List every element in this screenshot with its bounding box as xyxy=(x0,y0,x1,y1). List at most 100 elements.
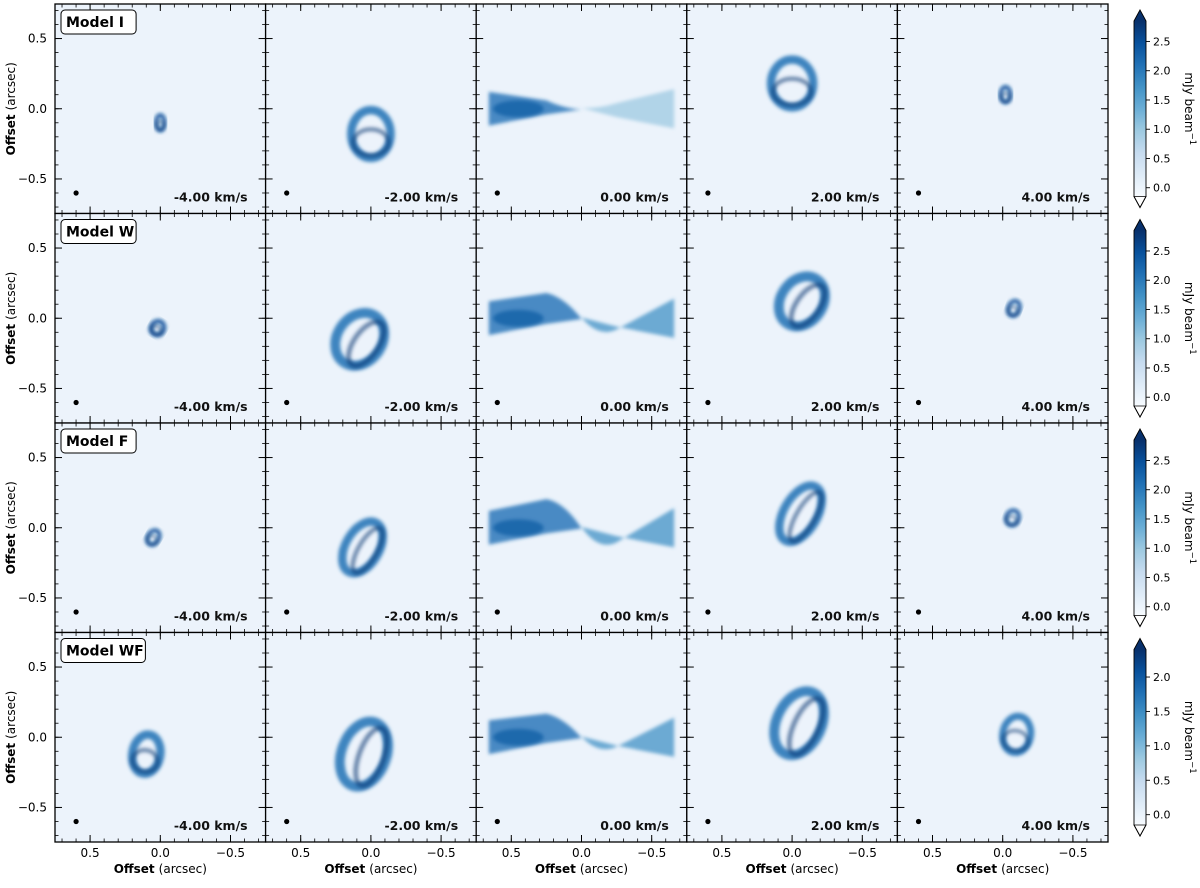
x-axis-label-unit: (arcsec) xyxy=(1001,862,1049,876)
panel-background xyxy=(55,4,266,214)
y-axis-label: Offset (arcsec) xyxy=(4,481,18,574)
colorbar-tick-label: 0.5 xyxy=(1153,362,1171,375)
x-tick-label: 0.0 xyxy=(361,846,380,860)
colorbar-tick-label: 1.5 xyxy=(1153,513,1171,526)
x-axis-label-bold: Offset xyxy=(956,862,997,876)
beam-marker xyxy=(494,399,500,406)
beam-marker xyxy=(494,190,500,196)
emission-ring-core xyxy=(1004,514,1019,526)
colorbar-tick-label: 1.0 xyxy=(1153,123,1171,136)
x-axis-label: Offset (arcsec) xyxy=(535,862,628,876)
model-label-box xyxy=(60,638,146,663)
y-tick-label: 0.0 xyxy=(28,311,47,325)
channel-panel: -2.00 km/s xyxy=(264,422,477,634)
panel-background xyxy=(55,213,266,423)
colorbar-tick-label: 0.5 xyxy=(1153,152,1171,165)
beam-marker xyxy=(284,190,290,196)
beam-marker xyxy=(494,609,500,615)
channel-panel: 2.00 km/s xyxy=(686,3,899,215)
channel-panel: -2.00 km/s xyxy=(264,3,477,215)
x-axis-label-unit: (arcsec) xyxy=(159,862,207,876)
emission-core-left xyxy=(493,519,544,537)
velocity-label: 0.00 km/s xyxy=(600,190,669,205)
emission-lobe-right xyxy=(581,89,675,129)
colorbar-tick-label: 1.0 xyxy=(1153,740,1171,753)
y-tick-label: 0.5 xyxy=(28,660,47,674)
colorbar: 0.0 0.5 1.0 1.5 2.0 2.5 mJy beam−1 xyxy=(1133,218,1197,418)
velocity-label: -4.00 km/s xyxy=(174,399,248,414)
colorbar-extend-min xyxy=(1133,405,1147,418)
channel-panel: 2.00 km/s xyxy=(686,212,899,424)
colorbar-tick-label: 0.0 xyxy=(1153,601,1171,614)
channel-panel: -4.00 km/s Model W 0.5 0.0 −0.5 xyxy=(18,212,267,424)
colorbar-extend-max xyxy=(1134,638,1146,650)
colorbar-tick-label: 0.0 xyxy=(1153,182,1171,195)
emission-ring-core xyxy=(130,747,160,774)
model-label: Model WF xyxy=(66,644,144,660)
emission-ring-core xyxy=(788,282,828,329)
beam-marker xyxy=(705,818,711,825)
x-tick-label: −0.5 xyxy=(216,846,245,860)
colorbar-tick-label: 2.5 xyxy=(1153,454,1171,467)
colorbar-label: mJy beam−1 xyxy=(1182,701,1197,774)
y-axis-label: Offset (arcsec) xyxy=(4,691,18,784)
y-axis-label-bold: Offset xyxy=(4,114,18,155)
emission-ring-core xyxy=(351,127,391,158)
channel-panel: 0.00 km/s xyxy=(475,212,688,424)
velocity-label: -4.00 km/s xyxy=(174,190,248,205)
colorbar-body xyxy=(1134,440,1146,616)
colorbar-body xyxy=(1134,649,1146,825)
emission-map xyxy=(330,308,390,371)
model-label: Model W xyxy=(66,225,134,241)
emission-core-left xyxy=(493,100,544,118)
x-tick-label: 0.5 xyxy=(712,846,731,860)
emission-ring xyxy=(999,712,1035,757)
colorbar-tick-label: 2.0 xyxy=(1153,484,1171,497)
y-tick-label: 0.5 xyxy=(28,241,47,255)
x-axis-label-unit: (arcsec) xyxy=(369,862,417,876)
emission-map xyxy=(488,713,675,757)
emission-map xyxy=(334,716,393,792)
channel-panel: 2.00 km/s xyxy=(686,422,899,634)
x-axis-label: Offset (arcsec) xyxy=(324,862,417,876)
emission-map xyxy=(999,712,1035,757)
y-tick-label: −0.5 xyxy=(18,591,47,605)
colorbar-label-sup: −1 xyxy=(1187,761,1197,774)
beam-marker xyxy=(73,609,79,615)
x-tick-label: 0.0 xyxy=(993,846,1012,860)
emission-map xyxy=(775,481,826,546)
velocity-label: -2.00 km/s xyxy=(384,609,458,624)
y-tick-label: 0.0 xyxy=(28,521,47,535)
x-axis-label-bold: Offset xyxy=(114,862,155,876)
panel-background xyxy=(897,4,1108,214)
emission-ring-core xyxy=(787,490,824,544)
colorbar: 0.0 0.5 1.0 1.5 2.0 2.5 mJy beam−1 xyxy=(1133,9,1197,209)
x-axis-label: Offset (arcsec) xyxy=(746,862,839,876)
velocity-label: 0.00 km/s xyxy=(600,818,669,833)
colorbar-label-text: mJy beam xyxy=(1182,282,1196,342)
x-axis-label-unit: (arcsec) xyxy=(790,862,838,876)
x-axis-label-bold: Offset xyxy=(324,862,365,876)
colorbar-extend-min xyxy=(1133,824,1147,837)
emission-ring-core xyxy=(1006,305,1020,317)
channel-panel: 4.00 km/s xyxy=(896,212,1109,424)
y-axis-label-bold: Offset xyxy=(4,533,18,574)
y-tick-label: −0.5 xyxy=(18,800,47,814)
y-axis-label-unit: (arcsec) xyxy=(4,62,18,110)
row-f: -4.00 km/s Model F 0.5 0.0 −0.5 -2.00 km/s 0.0… xyxy=(18,422,1109,634)
colorbar-label-text: mJy beam xyxy=(1182,701,1196,761)
emission-ring-core xyxy=(1001,728,1030,753)
velocity-label: 2.00 km/s xyxy=(811,609,880,624)
velocity-label: 2.00 km/s xyxy=(811,818,880,833)
emission-map xyxy=(488,292,675,338)
y-tick-label: 0.0 xyxy=(28,102,47,116)
panel-background xyxy=(55,423,266,633)
velocity-label: 4.00 km/s xyxy=(1021,818,1090,833)
colorbar-label: mJy beam−1 xyxy=(1182,72,1197,145)
emission-core-left xyxy=(493,309,544,327)
channel-panel: -4.00 km/s Model WF 0.5 0.0 −0.5 0.5 0.0 −0.5 xyxy=(18,631,267,860)
beam-marker xyxy=(915,399,922,406)
velocity-label: -2.00 km/s xyxy=(384,190,458,205)
beam-marker xyxy=(73,399,79,406)
beam-marker xyxy=(705,190,711,196)
